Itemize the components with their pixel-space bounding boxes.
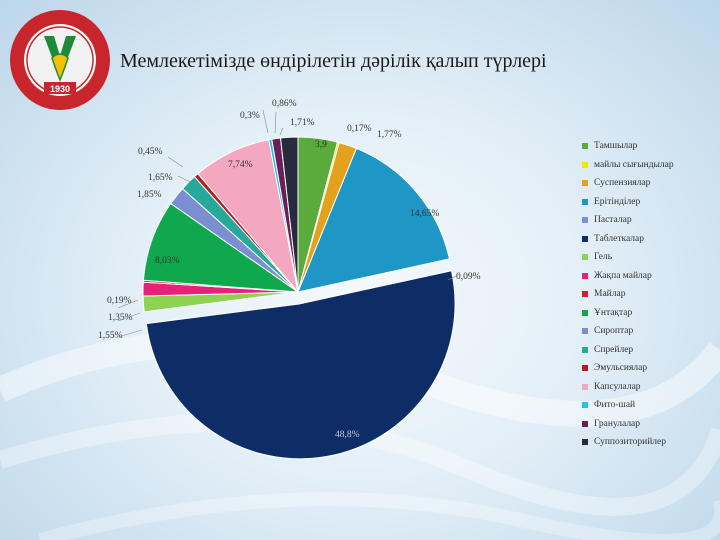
legend-item: Гель bbox=[582, 248, 718, 267]
legend-item: Жақпа майлар bbox=[582, 267, 718, 286]
legend-swatch bbox=[582, 180, 588, 187]
legend-label: Фито-шай bbox=[594, 400, 636, 411]
legend-swatch bbox=[582, 254, 588, 261]
legend-swatch bbox=[582, 143, 588, 150]
legend-label: Жақпа майлар bbox=[594, 270, 652, 281]
legend-item: Спрейлер bbox=[582, 341, 718, 360]
slide-title: Мемлекетімізде өндірілетін дәрілік қалып… bbox=[120, 50, 547, 72]
leader-line bbox=[274, 111, 277, 134]
legend-swatch bbox=[582, 235, 588, 242]
legend-swatch bbox=[582, 365, 588, 372]
legend-item: Суспензиялар bbox=[582, 174, 718, 193]
legend-swatch bbox=[582, 198, 588, 205]
legend-label: Гель bbox=[594, 252, 613, 263]
legend-label: Сироптар bbox=[594, 326, 634, 337]
chart-legend: Тамшылар майлы сығындылар Суспензиялар Еріт… bbox=[582, 137, 718, 452]
legend-item: Эмульсиялар bbox=[582, 359, 718, 378]
slice-label: 0,3% bbox=[240, 111, 260, 121]
legend-label: Майлар bbox=[594, 289, 626, 300]
legend-item: Таблеткалар bbox=[582, 230, 718, 249]
legend-label: Ұнтақтар bbox=[594, 307, 633, 318]
legend-swatch bbox=[582, 272, 588, 279]
legend-swatch bbox=[582, 309, 588, 316]
university-logo: 1930 bbox=[8, 8, 112, 112]
legend-item: Фито-шай bbox=[582, 396, 718, 415]
pie-slice bbox=[297, 147, 451, 293]
leader-line bbox=[117, 312, 141, 322]
legend-swatch bbox=[582, 439, 588, 446]
legend-label: Тамшылар bbox=[594, 141, 638, 152]
leader-line bbox=[117, 299, 139, 309]
slice-label: 3,9 bbox=[315, 140, 327, 150]
legend-label: Таблеткалар bbox=[594, 233, 644, 244]
slice-label: 0,86% bbox=[272, 99, 297, 109]
slice-label: 1,55% bbox=[98, 331, 123, 341]
slice-label: 0,19% bbox=[107, 296, 132, 306]
legend-swatch bbox=[582, 291, 588, 298]
legend-item: Пасталар bbox=[582, 211, 718, 230]
legend-label: Эмульсиялар bbox=[594, 363, 648, 374]
leader-line bbox=[117, 329, 143, 338]
leader-line bbox=[167, 156, 184, 168]
leader-line bbox=[447, 273, 461, 281]
legend-label: Спрейлер bbox=[594, 344, 634, 355]
legend-item: Капсулалар bbox=[582, 378, 718, 397]
legend-swatch bbox=[582, 402, 588, 409]
leader-line bbox=[262, 109, 269, 134]
legend-item: майлы сығындылар bbox=[582, 156, 718, 175]
legend-item: Майлар bbox=[582, 285, 718, 304]
legend-swatch bbox=[582, 420, 588, 427]
leader-line bbox=[177, 175, 191, 183]
slice-label: 1,71% bbox=[290, 118, 315, 128]
legend-label: Пасталар bbox=[594, 215, 632, 226]
leader-line bbox=[279, 127, 284, 136]
legend-label: Гранулалар bbox=[594, 418, 641, 429]
legend-label: Капсулалар bbox=[594, 381, 641, 392]
legend-item: Ерітінділер bbox=[582, 193, 718, 212]
legend-label: Ерітінділер bbox=[594, 196, 641, 207]
slice-label: 7,74% bbox=[228, 160, 253, 170]
legend-swatch bbox=[582, 346, 588, 353]
legend-item: Тамшылар bbox=[582, 137, 718, 156]
pie-slice bbox=[145, 270, 456, 460]
slice-label: 8,03% bbox=[155, 256, 180, 266]
legend-item: Сироптар bbox=[582, 322, 718, 341]
legend-item: Суппозиторийлер bbox=[582, 433, 718, 452]
legend-label: Суспензиялар bbox=[594, 178, 651, 189]
slice-label: 48,8% bbox=[335, 430, 360, 440]
slice-label: 0,09% bbox=[456, 272, 481, 282]
slice-label: 0,17% bbox=[347, 124, 372, 134]
slice-label: 14,65% bbox=[410, 209, 439, 219]
legend-swatch bbox=[582, 328, 588, 335]
legend-item: Ұнтақтар bbox=[582, 304, 718, 323]
slice-label: 1,65% bbox=[148, 173, 173, 183]
legend-label: Суппозиторийлер bbox=[594, 437, 667, 448]
legend-swatch bbox=[582, 383, 588, 390]
pie-slice bbox=[279, 136, 299, 293]
legend-label: майлы сығындылар bbox=[594, 159, 674, 170]
legend-swatch bbox=[582, 217, 588, 224]
slice-label: 1,77% bbox=[377, 130, 402, 140]
slice-label: 1,35% bbox=[108, 313, 133, 323]
legend-swatch bbox=[582, 161, 588, 168]
slice-label: 1,85% bbox=[137, 190, 162, 200]
legend-item: Гранулалар bbox=[582, 415, 718, 434]
slice-label: 0,45% bbox=[138, 147, 163, 157]
logo-year: 1930 bbox=[50, 84, 70, 94]
